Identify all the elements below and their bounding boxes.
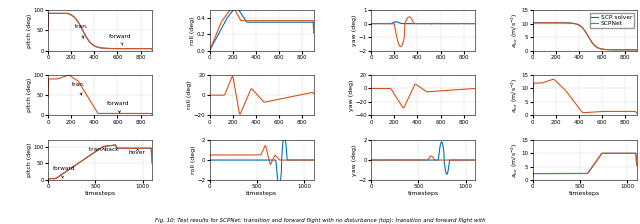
Text: tran.: tran. bbox=[72, 82, 86, 95]
Y-axis label: yaw (deg): yaw (deg) bbox=[353, 15, 357, 46]
Y-axis label: roll (deg): roll (deg) bbox=[191, 146, 196, 174]
X-axis label: timesteps: timesteps bbox=[569, 191, 600, 196]
Text: forward: forward bbox=[52, 166, 76, 178]
Y-axis label: $a_{bx}\ \mathrm{(m/s^{-2})}$: $a_{bx}\ \mathrm{(m/s^{-2})}$ bbox=[509, 13, 520, 48]
Y-axis label: pitch (deg): pitch (deg) bbox=[27, 143, 32, 177]
X-axis label: timesteps: timesteps bbox=[246, 191, 277, 196]
Text: hover: hover bbox=[129, 149, 145, 155]
Y-axis label: roll (deg): roll (deg) bbox=[190, 16, 195, 45]
X-axis label: timesteps: timesteps bbox=[84, 191, 116, 196]
Text: tran. back: tran. back bbox=[89, 146, 118, 152]
Legend: SCP solver, SCPNet: SCP solver, SCPNet bbox=[589, 13, 634, 28]
X-axis label: timesteps: timesteps bbox=[408, 191, 439, 196]
Y-axis label: pitch (deg): pitch (deg) bbox=[27, 13, 32, 47]
Y-axis label: $a_{bx}\ \mathrm{(m/s^{-2})}$: $a_{bx}\ \mathrm{(m/s^{-2})}$ bbox=[509, 77, 520, 113]
Y-axis label: $a_{bx}\ \mathrm{(m/s^{-2})}$: $a_{bx}\ \mathrm{(m/s^{-2})}$ bbox=[509, 142, 520, 178]
Y-axis label: yaw (deg): yaw (deg) bbox=[349, 80, 354, 111]
Y-axis label: roll (deg): roll (deg) bbox=[188, 81, 193, 110]
Text: tran.: tran. bbox=[75, 24, 88, 38]
Text: forward: forward bbox=[109, 34, 132, 45]
Text: Fig. 10: Test results for SCPNet: transition and forward flight with no disturba: Fig. 10: Test results for SCPNet: transi… bbox=[155, 218, 485, 223]
Y-axis label: pitch (deg): pitch (deg) bbox=[27, 78, 32, 112]
Text: forward: forward bbox=[107, 101, 129, 113]
Y-axis label: yaw (deg): yaw (deg) bbox=[353, 144, 357, 176]
